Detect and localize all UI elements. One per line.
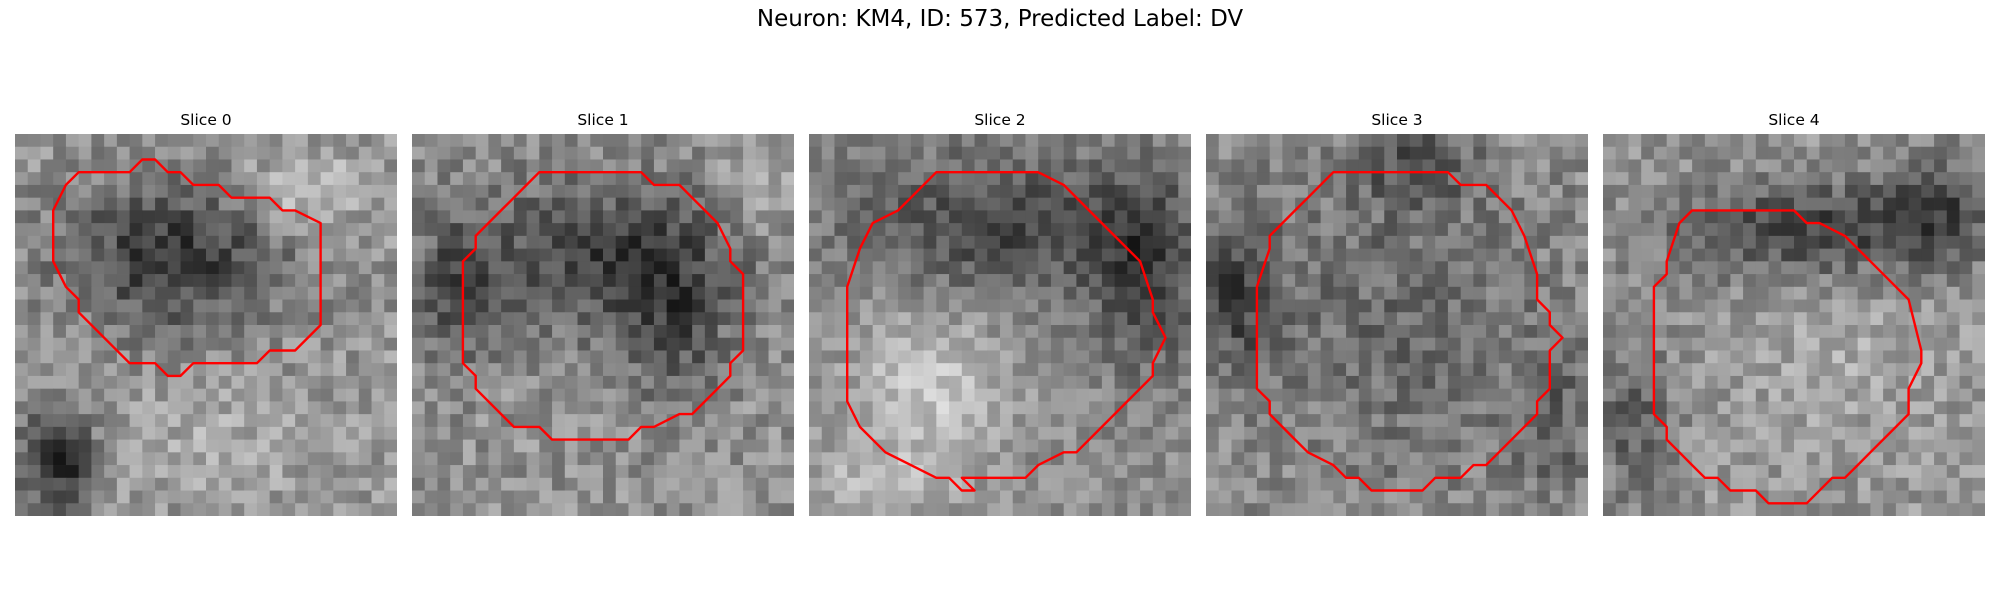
slice-panel-3: Slice 3	[1206, 108, 1588, 132]
slice-title: Slice 3	[1206, 108, 1588, 132]
slice-panel-1: Slice 1	[412, 108, 794, 132]
slice-image	[809, 134, 1191, 516]
figure-title: Neuron: KM4, ID: 573, Predicted Label: D…	[0, 6, 2000, 32]
slice-title: Slice 4	[1603, 108, 1985, 132]
slice-image	[15, 134, 397, 516]
slice-image	[412, 134, 794, 516]
slice-panel-4: Slice 4	[1603, 108, 1985, 132]
slice-panel-2: Slice 2	[809, 108, 1191, 132]
slice-image	[1206, 134, 1588, 516]
slice-title: Slice 0	[15, 108, 397, 132]
slice-title: Slice 1	[412, 108, 794, 132]
slice-title: Slice 2	[809, 108, 1191, 132]
slice-panel-0: Slice 0	[15, 108, 397, 132]
slice-image	[1603, 134, 1985, 516]
